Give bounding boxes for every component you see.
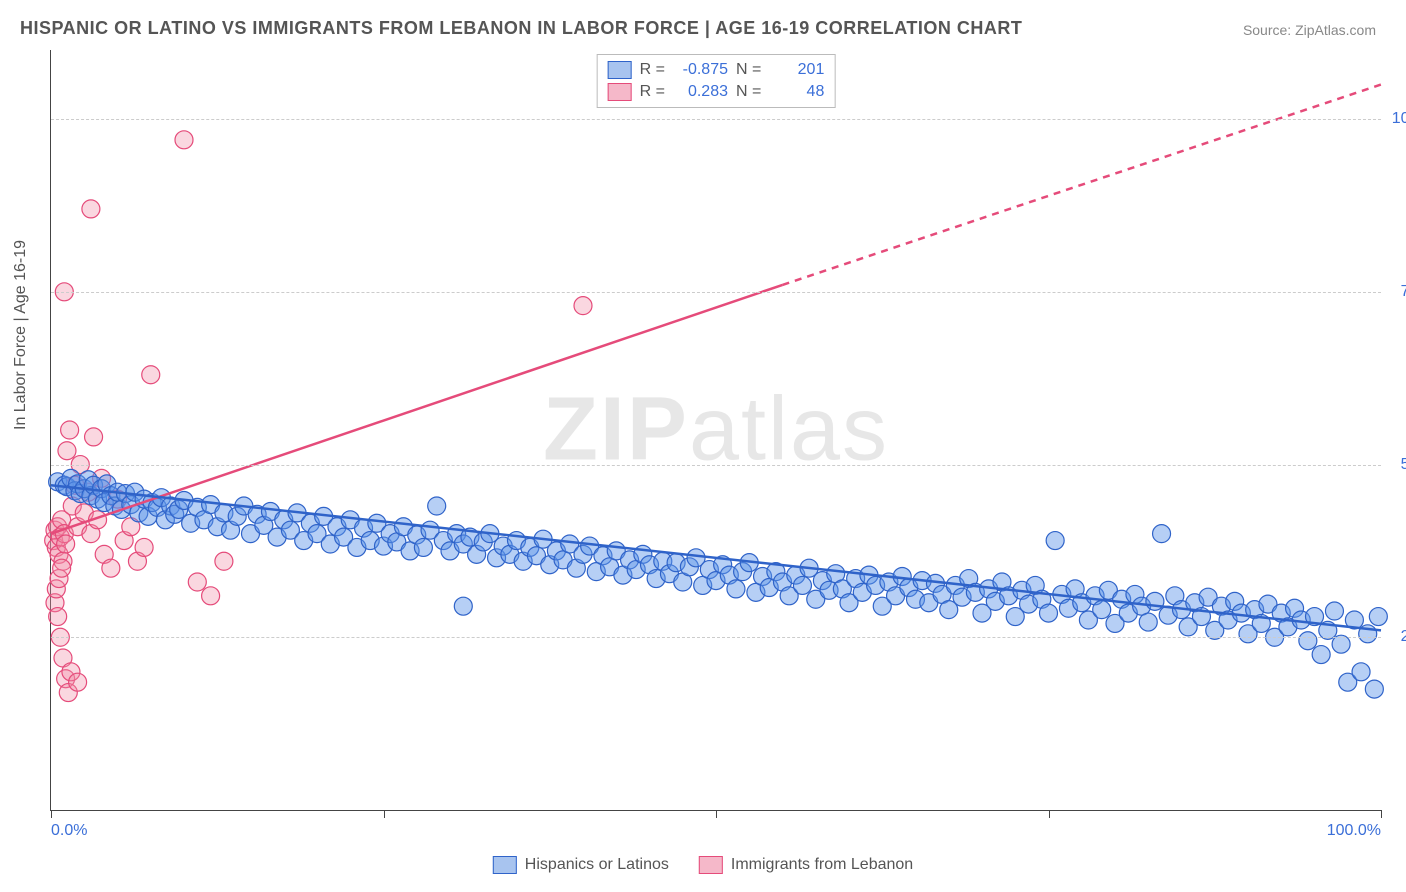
data-point [85, 428, 103, 446]
data-point [69, 673, 87, 691]
legend-label-pink: Immigrants from Lebanon [731, 856, 913, 874]
data-point [135, 538, 153, 556]
data-point [428, 497, 446, 515]
data-point [142, 366, 160, 384]
data-point [793, 576, 811, 594]
swatch-pink-icon [699, 856, 723, 874]
gridline [51, 119, 1381, 120]
data-point [102, 559, 120, 577]
swatch-pink-icon [608, 83, 632, 101]
data-point [202, 587, 220, 605]
series-legend: Hispanics or Latinos Immigrants from Leb… [493, 856, 913, 874]
x-tick [1049, 810, 1050, 818]
x-tick [716, 810, 717, 818]
scatter-svg [51, 50, 1381, 810]
x-tick-label: 100.0% [1327, 822, 1381, 840]
y-tick-label: 100.0% [1386, 110, 1406, 128]
data-point [454, 597, 472, 615]
data-point [1369, 608, 1387, 626]
swatch-blue-icon [493, 856, 517, 874]
legend-item-blue: Hispanics or Latinos [493, 856, 669, 874]
data-point [49, 608, 67, 626]
trend-line [51, 485, 1381, 630]
data-point [53, 559, 71, 577]
gridline [51, 292, 1381, 293]
y-tick-label: 50.0% [1386, 456, 1406, 474]
gridline [51, 637, 1381, 638]
data-point [58, 442, 76, 460]
data-point [1352, 663, 1370, 681]
data-point [1299, 632, 1317, 650]
x-tick [1381, 810, 1382, 818]
data-point [175, 131, 193, 149]
data-point [215, 552, 233, 570]
source-label: Source: ZipAtlas.com [1243, 22, 1376, 38]
data-point [57, 535, 75, 553]
correlation-legend: R = -0.875 N = 201 R = 0.283 N = 48 [597, 54, 836, 108]
data-point [1153, 525, 1171, 543]
data-point [1093, 601, 1111, 619]
data-point [61, 421, 79, 439]
data-point [1146, 592, 1164, 610]
data-point [727, 580, 745, 598]
chart-title: HISPANIC OR LATINO VS IMMIGRANTS FROM LE… [20, 18, 1022, 39]
x-tick [51, 810, 52, 818]
data-point [188, 573, 206, 591]
gridline [51, 465, 1381, 466]
data-point [1325, 602, 1343, 620]
chart-plot-area: ZIPatlas R = -0.875 N = 201 R = 0.283 N … [50, 50, 1381, 811]
legend-row-pink: R = 0.283 N = 48 [608, 81, 825, 103]
legend-label-blue: Hispanics or Latinos [525, 856, 669, 874]
x-tick [384, 810, 385, 818]
y-tick-label: 75.0% [1386, 283, 1406, 301]
data-point [1139, 613, 1157, 631]
data-point [1365, 680, 1383, 698]
data-point [1040, 604, 1058, 622]
y-axis-label: In Labor Force | Age 16-19 [12, 240, 30, 430]
legend-row-blue: R = -0.875 N = 201 [608, 59, 825, 81]
data-point [414, 538, 432, 556]
data-point [1046, 532, 1064, 550]
swatch-blue-icon [608, 61, 632, 79]
data-point [1312, 646, 1330, 664]
data-point [574, 297, 592, 315]
y-tick-label: 25.0% [1386, 628, 1406, 646]
data-point [82, 200, 100, 218]
x-tick-label: 0.0% [51, 822, 87, 840]
trend-line [783, 85, 1382, 285]
legend-item-pink: Immigrants from Lebanon [699, 856, 913, 874]
